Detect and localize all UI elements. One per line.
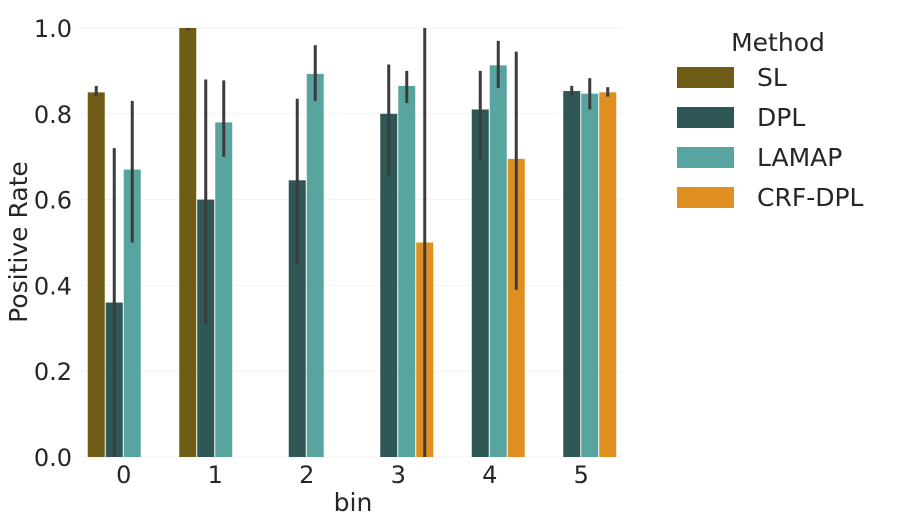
y-tick-labels: 0.0 0.2 0.4 0.6 0.8 1.0 <box>34 15 72 472</box>
x-tick-label: 1 <box>208 461 223 489</box>
bar-lamap-bin-4 <box>489 65 507 457</box>
bar-lamap-bin-5 <box>581 93 599 458</box>
legend-items: SL DPL LAMAP CRF-DPL <box>677 63 864 212</box>
x-tick-label: 4 <box>482 461 497 489</box>
bar-dpl-bin-1 <box>197 199 215 457</box>
bar-lamap-bin-2 <box>306 73 324 457</box>
legend-label-sl: SL <box>757 63 787 92</box>
bar-lamap-bin-3 <box>398 85 416 457</box>
y-axis-label: Positive Rate <box>4 161 33 323</box>
gridlines <box>78 27 622 458</box>
legend-label-crf-dpl: CRF-DPL <box>757 183 864 212</box>
y-tick-label: 0.2 <box>34 358 72 386</box>
bar-dpl-bin-2 <box>288 180 306 458</box>
bar-crf-dpl-bin-5 <box>599 92 617 457</box>
x-tick-label: 2 <box>299 461 314 489</box>
legend-swatch-sl <box>677 67 734 88</box>
bar-lamap-bin-1 <box>215 122 233 457</box>
error-bars <box>94 28 610 457</box>
bar-dpl-bin-5 <box>563 91 581 458</box>
x-tick-labels: 0 1 2 3 4 5 <box>116 461 589 489</box>
bar-lamap-bin-0 <box>123 169 141 457</box>
bar-dpl-bin-3 <box>380 113 398 458</box>
y-tick-label: 0.6 <box>34 187 72 215</box>
legend-swatch-dpl <box>677 107 734 128</box>
legend-label-lamap: LAMAP <box>757 143 842 172</box>
x-tick-label: 5 <box>574 461 589 489</box>
y-tick-label: 1.0 <box>34 15 72 43</box>
legend-swatch-crf-dpl <box>677 187 734 208</box>
x-tick-label: 3 <box>391 461 406 489</box>
bar-dpl-bin-4 <box>471 109 489 457</box>
x-axis-label: bin <box>334 488 373 517</box>
legend-swatch-lamap <box>677 147 734 168</box>
bar-sl-bin-1 <box>179 28 197 457</box>
y-tick-label: 0.0 <box>34 444 72 472</box>
legend-title: Method <box>731 28 825 57</box>
legend-label-dpl: DPL <box>757 103 805 132</box>
bar-sl-bin-0 <box>87 92 105 457</box>
x-tick-label: 0 <box>116 461 131 489</box>
bar-crf-dpl-bin-4 <box>507 158 525 457</box>
y-tick-label: 0.8 <box>34 101 72 129</box>
legend: Method SL DPL LAMAP CRF-DPL <box>677 28 864 212</box>
y-tick-label: 0.4 <box>34 272 72 300</box>
